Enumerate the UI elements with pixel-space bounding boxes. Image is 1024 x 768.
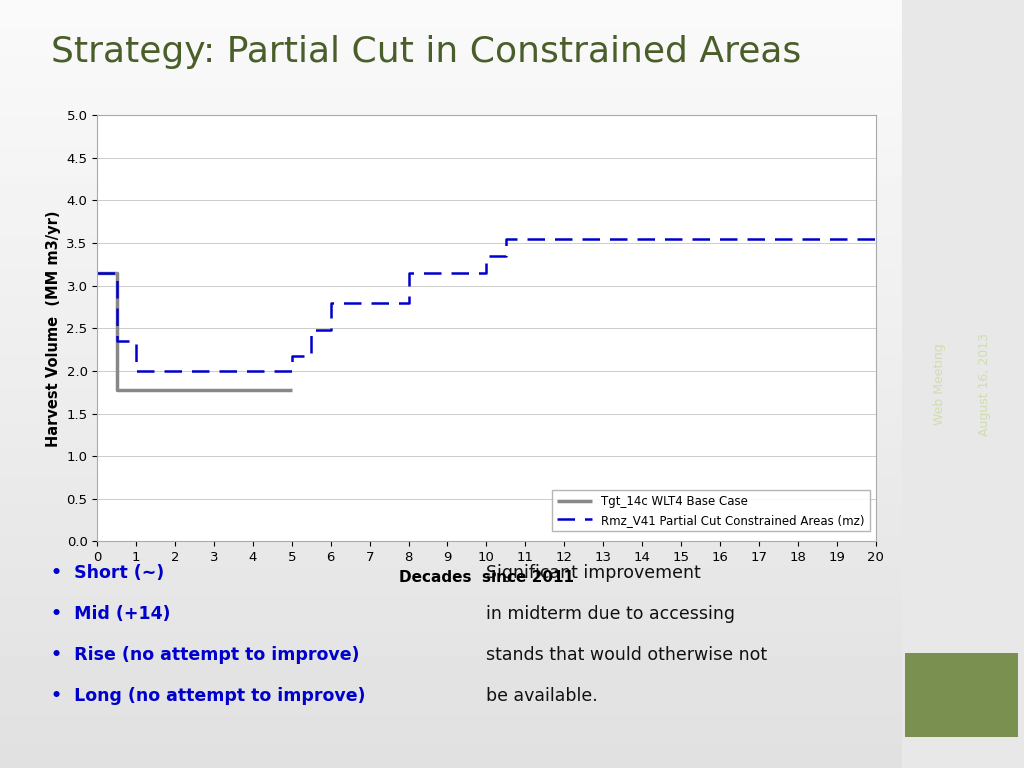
Rmz_V41 Partial Cut Constrained Areas (mz) (500, 251, 512, 260)
Rmz_V41 Partial Cut Constrained Areas (mz) (305, 352, 317, 361)
Text: •  Short (~): • Short (~) (51, 564, 165, 582)
Text: Strategy: Partial Cut in Constrained Areas: Strategy: Partial Cut in Constrained Are… (51, 35, 802, 68)
Rmz_V41 Partial Cut Constrained Areas (mz) (402, 268, 415, 277)
Text: stands that would otherwise not: stands that would otherwise not (486, 646, 768, 664)
Text: 32: 32 (947, 685, 976, 705)
Rmz_V41 Partial Cut Constrained Areas (mz) (130, 336, 142, 346)
X-axis label: Decades  since 2011: Decades since 2011 (399, 570, 573, 584)
Text: •  Mid (+14): • Mid (+14) (51, 605, 171, 623)
Tgt_14c WLT4 Base Case (130, 385, 142, 394)
Rmz_V41 Partial Cut Constrained Areas (mz) (305, 326, 317, 335)
Text: •  Rise (no attempt to improve): • Rise (no attempt to improve) (51, 646, 359, 664)
Rmz_V41 Partial Cut Constrained Areas (mz) (364, 298, 376, 307)
Rmz_V41 Partial Cut Constrained Areas (mz) (519, 234, 531, 243)
Rmz_V41 Partial Cut Constrained Areas (mz) (519, 234, 531, 243)
Text: Web Meeting: Web Meeting (933, 343, 945, 425)
Rmz_V41 Partial Cut Constrained Areas (mz) (325, 298, 337, 307)
Rmz_V41 Partial Cut Constrained Areas (mz) (500, 234, 512, 243)
Rmz_V41 Partial Cut Constrained Areas (mz) (111, 268, 123, 277)
Text: [: [ (914, 686, 922, 704)
Rmz_V41 Partial Cut Constrained Areas (mz) (480, 251, 493, 260)
Text: •  Long (no attempt to improve): • Long (no attempt to improve) (51, 687, 366, 704)
Tgt_14c WLT4 Base Case (130, 385, 142, 394)
Rmz_V41 Partial Cut Constrained Areas (mz) (130, 366, 142, 376)
Rmz_V41 Partial Cut Constrained Areas (mz) (480, 268, 493, 277)
Tgt_14c WLT4 Base Case (286, 385, 298, 394)
Bar (905, 653, 1018, 737)
Text: in midterm due to accessing: in midterm due to accessing (486, 605, 735, 623)
Line: Tgt_14c WLT4 Base Case: Tgt_14c WLT4 Base Case (97, 273, 292, 389)
Rmz_V41 Partial Cut Constrained Areas (mz) (441, 268, 454, 277)
Line: Rmz_V41 Partial Cut Constrained Areas (mz): Rmz_V41 Partial Cut Constrained Areas (m… (97, 239, 876, 371)
Tgt_14c WLT4 Base Case (111, 385, 123, 394)
Tgt_14c WLT4 Base Case (91, 268, 103, 277)
Y-axis label: Harvest Volume  (MM m3/yr): Harvest Volume (MM m3/yr) (46, 210, 60, 446)
Text: ]: ] (1001, 686, 1009, 704)
Rmz_V41 Partial Cut Constrained Areas (mz) (441, 268, 454, 277)
Legend: Tgt_14c WLT4 Base Case, Rmz_V41 Partial Cut Constrained Areas (mz): Tgt_14c WLT4 Base Case, Rmz_V41 Partial … (552, 490, 869, 531)
Rmz_V41 Partial Cut Constrained Areas (mz) (558, 234, 570, 243)
Text: be available.: be available. (486, 687, 598, 704)
Rmz_V41 Partial Cut Constrained Areas (mz) (402, 298, 415, 307)
Rmz_V41 Partial Cut Constrained Areas (mz) (869, 234, 882, 243)
Text: Significant improvement: Significant improvement (486, 564, 701, 582)
Tgt_14c WLT4 Base Case (111, 268, 123, 277)
Rmz_V41 Partial Cut Constrained Areas (mz) (558, 234, 570, 243)
Rmz_V41 Partial Cut Constrained Areas (mz) (111, 336, 123, 346)
Rmz_V41 Partial Cut Constrained Areas (mz) (286, 352, 298, 361)
Rmz_V41 Partial Cut Constrained Areas (mz) (286, 366, 298, 376)
Rmz_V41 Partial Cut Constrained Areas (mz) (325, 326, 337, 335)
Rmz_V41 Partial Cut Constrained Areas (mz) (364, 298, 376, 307)
Text: August 16, 2013: August 16, 2013 (978, 333, 990, 435)
Rmz_V41 Partial Cut Constrained Areas (mz) (91, 268, 103, 277)
